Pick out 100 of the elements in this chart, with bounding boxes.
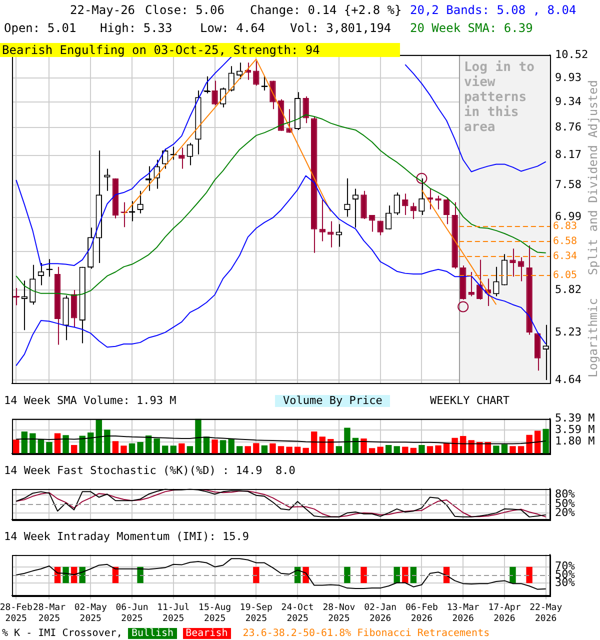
ref-line-label: 6.58 [553,236,578,248]
bar [360,438,367,454]
candlestick [186,142,194,166]
bar [220,440,226,454]
bar [418,444,425,454]
y-tick-label: 4.64 [555,372,582,386]
bar [402,446,408,454]
candlestick [30,264,36,306]
candlestick [510,248,516,278]
candlestick [385,205,392,230]
candlestick [212,80,218,106]
y-tick-label: 9.34 [555,95,582,108]
text: WEEKLY CHART [430,394,510,407]
text: Bearish [182,628,231,639]
bar [385,444,392,454]
candlestick [162,148,168,170]
x-tick-label: 11-Jul 2025 [157,603,190,624]
text: 20,2 Bands: 5.08 , 8.04 [410,3,576,17]
bar [286,446,292,454]
bar [426,446,434,454]
y-tick-label: 3.59 M [555,423,596,436]
x-tick-label: 06-Feb 2026 [405,603,438,624]
bar [212,439,218,454]
candlestick [21,280,28,331]
bar [154,438,160,454]
candlestick [534,332,541,372]
legend-title: % K - IMI Crossover, [2,628,124,639]
bar [476,442,483,454]
pattern-banner: Bearish Engulfing on 03-Oct-25, Strength: 94 [0,43,400,57]
bar [70,444,78,454]
band-label: Log in to view patterns in this area [464,60,535,135]
bar [170,446,177,454]
bar [195,418,202,454]
text: 20 Week SMA: 6.39 [410,21,533,35]
candlestick [377,220,384,236]
bar [534,430,541,454]
bar [542,428,549,454]
candlestick [244,62,251,80]
x-tick-label: 28-Feb 2025 [0,603,32,624]
bar [311,431,318,454]
y-tick-label: 10.52 [555,48,588,61]
candlestick [360,190,367,220]
text: Change: 0.14 {+2.8 %} [250,3,402,17]
bar [62,435,69,454]
y-tick-label: 1.80 M [555,434,596,448]
text: Close: 5.06 [145,3,224,17]
y-tick-label: 8.76 [555,120,582,134]
candlestick [394,192,400,216]
bar [443,443,450,454]
text: Logarithmic [586,298,600,378]
candlestick [518,256,524,282]
bar [302,448,309,454]
candlestick [302,96,309,124]
candlestick [501,254,508,286]
bar [88,432,94,454]
candlestick [336,224,342,248]
x-tick-label: 06-Jun 2025 [116,603,148,624]
candlestick [468,272,474,297]
candlestick [228,66,234,92]
bar [38,439,44,454]
bar [368,448,376,454]
bar [244,446,251,454]
bar [162,446,168,454]
y-tick-label: 7.58 [555,178,582,191]
bar [120,446,127,454]
bar [186,446,194,454]
x-tick-label: 28-Nov 2025 [322,603,356,624]
x-tick-label: 13-Mar 2026 [446,603,480,624]
bar [319,436,326,454]
bar [526,434,532,454]
ref-line-label: 6.34 [553,251,578,262]
candlestick [410,202,417,220]
candlestick [368,214,376,232]
y-tick-label: 20% [555,506,576,520]
chart-title: 14 Week SMA Volume: 1.93 M [4,394,176,407]
bar [336,446,342,454]
ref-line-label: 6.05 [553,270,578,282]
x-tick-label: 19-Sep 2025 [240,603,272,624]
bar [112,441,119,454]
bar [30,433,36,454]
candlestick [178,147,185,170]
bar [178,443,185,454]
y-tick-label: 5.23 [555,325,582,338]
bar [21,431,28,454]
bar [104,430,110,454]
y-tick-label: 8.17 [555,148,582,162]
bar [394,446,400,454]
chart-title: 14 Week Fast Stochastic (%K)(%D) : 14.9 8.0 [3,464,296,477]
y-tick-label: 9.93 [555,70,582,84]
bar [96,420,102,454]
text: Bullish [128,628,177,639]
candlestick [344,178,350,218]
bar [137,442,144,454]
bar [253,443,260,454]
candlestick [253,60,260,86]
bar [377,446,384,454]
candlestick [328,220,334,248]
y-tick-label: 5.82 [555,282,582,296]
candlestick [352,188,359,228]
candlestick [70,290,78,328]
